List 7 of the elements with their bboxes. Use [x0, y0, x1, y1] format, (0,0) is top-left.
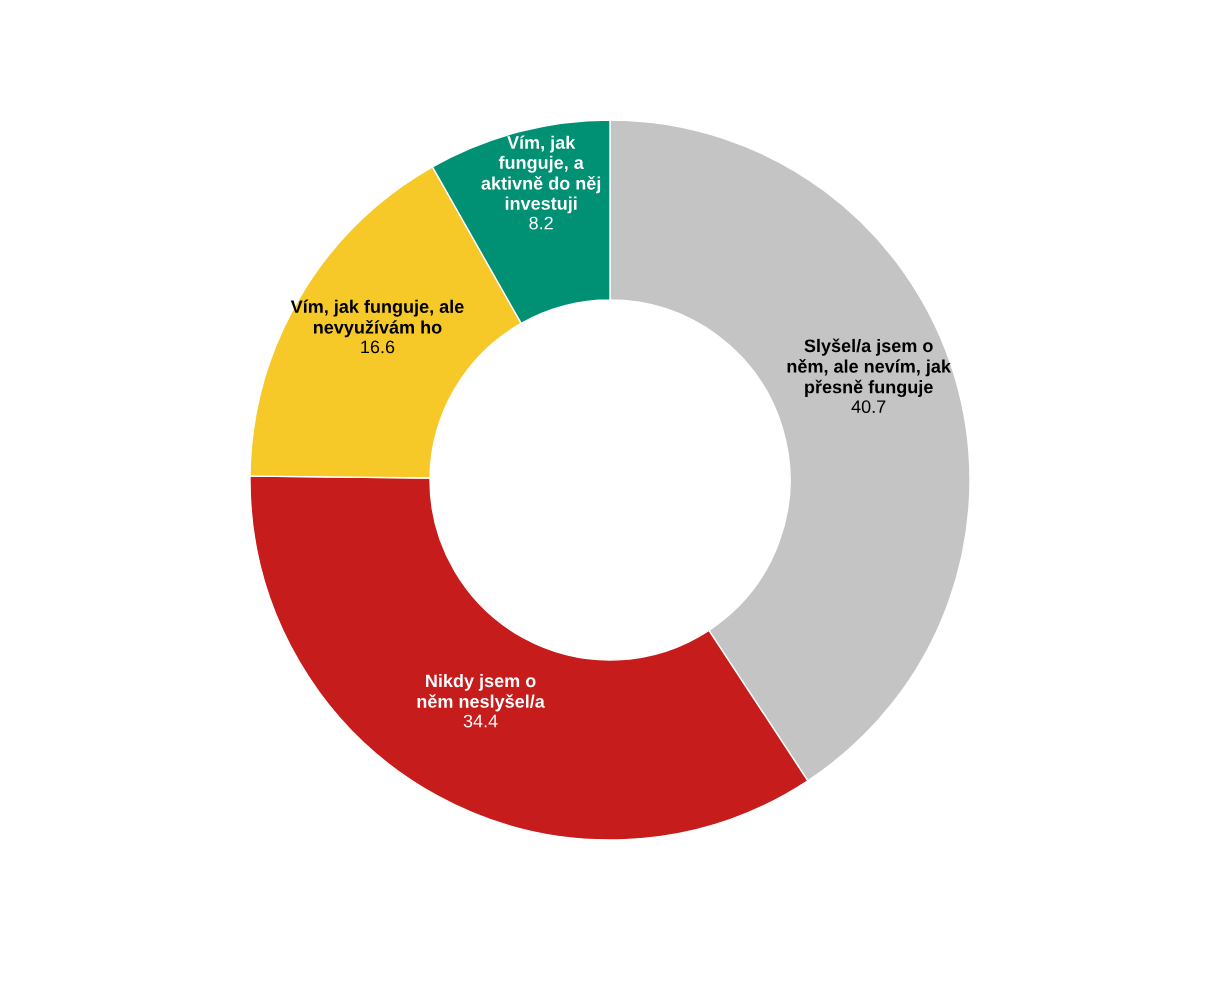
slice-label: Nikdy jsem o něm neslyšel/a: [417, 673, 545, 712]
data-label: 8.2: [529, 216, 553, 230]
slice-label: Slyšel/a jsem o něm, ale nevím, jak přesně funguje: [787, 338, 951, 398]
data-label: 16.6: [361, 340, 395, 354]
slice-label: Vím, jak funguje, a aktivně do něj investuji: [481, 135, 601, 214]
data-label: 40.7: [851, 400, 886, 414]
data-label: 34.4: [463, 714, 498, 728]
